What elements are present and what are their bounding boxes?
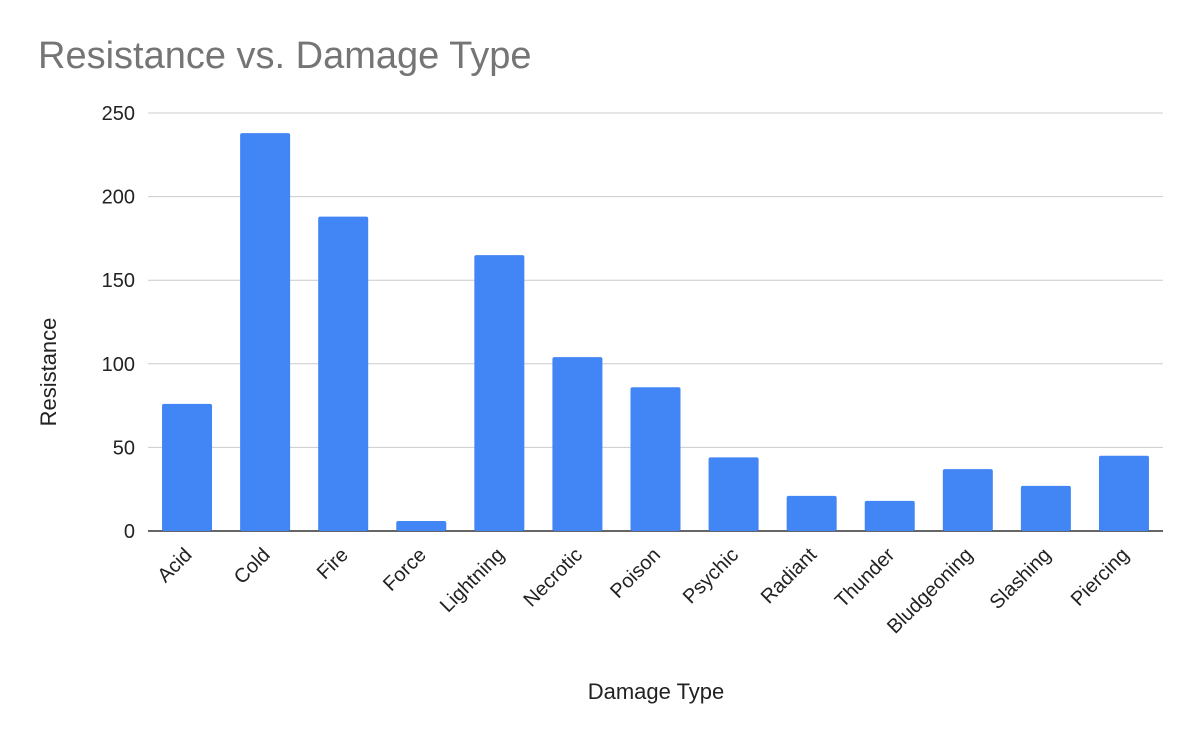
x-tick-label: Thunder [831,544,899,612]
bar-fire [318,216,369,531]
y-tick-label: 100 [102,354,135,376]
y-tick-label: 250 [102,103,135,125]
x-axis-ticks: Acid Cold Fire Force Lightning Necrotic Poison… [154,544,1134,639]
x-tick-label: Fire [313,544,353,584]
bar-cold [240,133,291,531]
bar-psychic [708,457,759,531]
bar-necrotic [552,357,603,531]
x-tick-label: Slashing [986,544,1056,614]
bar-bludgeoning [942,469,993,531]
chart-title: Resistance vs. Damage Type [38,35,532,77]
y-tick-label: 0 [124,521,135,543]
bar-acid [162,403,213,531]
bar-force [396,520,447,531]
bar-poison [630,387,681,531]
x-axis-title: Damage Type [588,679,725,704]
y-tick-label: 200 [102,187,135,209]
y-tick-label: 150 [102,270,135,292]
x-tick-label: Force [379,544,431,596]
bar-thunder [864,500,915,531]
x-tick-label: Cold [230,544,275,589]
bar-lightning [474,255,525,531]
bars [162,133,1149,531]
x-tick-label: Acid [154,544,197,587]
x-tick-label: Psychic [679,544,743,608]
y-tick-label: 50 [113,437,135,459]
x-tick-label: Radiant [757,544,822,609]
x-tick-label: Poison [606,544,665,603]
bar-radiant [786,495,837,531]
y-axis-ticks: 0 50 100 150 200 250 [102,103,135,543]
x-tick-label: Necrotic [520,544,587,611]
bar-slashing [1020,485,1071,531]
x-tick-label: Piercing [1067,544,1134,611]
bar-piercing [1098,455,1149,531]
y-axis-title: Resistance [36,318,61,427]
x-tick-label: Lightning [436,544,509,617]
